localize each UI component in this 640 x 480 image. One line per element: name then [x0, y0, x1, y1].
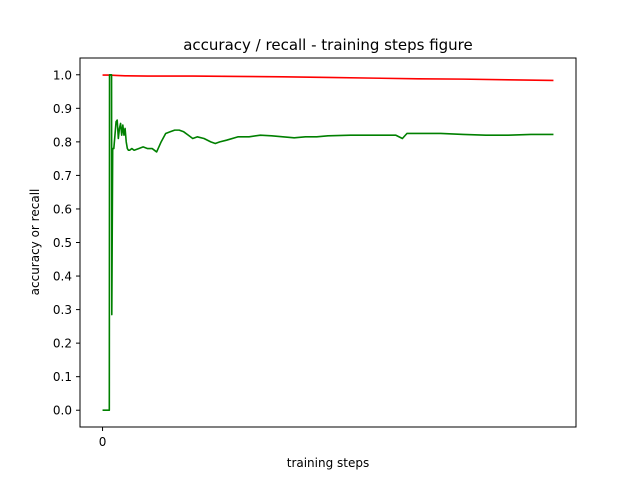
y-tick-label: 0.9 [53, 102, 72, 116]
y-tick-label: 0.0 [53, 404, 72, 418]
series-layer [102, 73, 554, 412]
y-tick-label: 0.2 [53, 337, 72, 351]
x-tick-label: 0 [99, 435, 107, 449]
y-axis-ticks: 0.0 0.1 0.2 0.3 0.4 0.5 0.6 0.7 0.8 0.9 1.0 [53, 68, 80, 418]
y-tick-label: 0.8 [53, 135, 72, 149]
x-axis-label: training steps [287, 456, 370, 470]
y-tick-label: 0.4 [53, 270, 72, 284]
y-tick-label: 0.1 [53, 370, 72, 384]
y-tick-label: 0.3 [53, 303, 72, 317]
y-tick-label: 1.0 [53, 68, 72, 82]
chart-title: accuracy / recall - training steps figur… [183, 36, 473, 54]
x-axis-ticks: 0 [99, 427, 107, 449]
series-line-1 [102, 73, 554, 412]
y-tick-label: 0.5 [53, 236, 72, 250]
series-line-0 [102, 74, 554, 82]
y-tick-label: 0.6 [53, 202, 72, 216]
y-tick-label: 0.7 [53, 169, 72, 183]
plot-frame [79, 57, 577, 428]
y-axis-label: accuracy or recall [28, 189, 42, 296]
